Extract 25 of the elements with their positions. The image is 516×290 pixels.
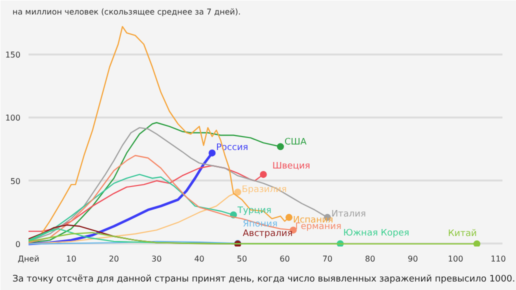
y-tick-label: 150 <box>5 50 21 60</box>
x-tick-label: 90 <box>408 254 418 264</box>
series-label: Германия <box>295 222 342 232</box>
x-tick-label: 100 <box>448 254 464 264</box>
series-label: Италия <box>331 209 366 220</box>
x-tick-label: 40 <box>194 254 204 264</box>
x-tick-label: 110 <box>490 254 506 264</box>
series-label: Швеция <box>272 161 310 172</box>
series-label: США <box>284 138 308 148</box>
series-label: Австралия <box>242 228 293 239</box>
text: За точку отсчёта для данной страны принят день, когда число выявленных заражений превысило 1000. <box>12 274 516 284</box>
x-tick-label: 50 <box>236 254 248 264</box>
y-tick-label: 50 <box>10 176 21 186</box>
x-tick-label: 10 <box>66 254 76 264</box>
y-tick-label: 0 <box>15 240 21 249</box>
series-label: Китай <box>448 228 478 239</box>
x-tick-label: 20 <box>108 254 120 264</box>
x-tick-label: 30 <box>152 254 162 264</box>
y-tick-label: 100 <box>5 114 21 123</box>
x-tick-label: 80 <box>365 254 376 264</box>
series-label: Южная Корея <box>343 228 410 239</box>
x-tick-label: 70 <box>322 254 333 264</box>
x-tick-label: Дней <box>18 254 40 264</box>
chart-subtitle: на миллион человек (скользящее среднее за 7 дней). <box>12 8 241 16</box>
x-tick-label: 60 <box>280 254 290 264</box>
